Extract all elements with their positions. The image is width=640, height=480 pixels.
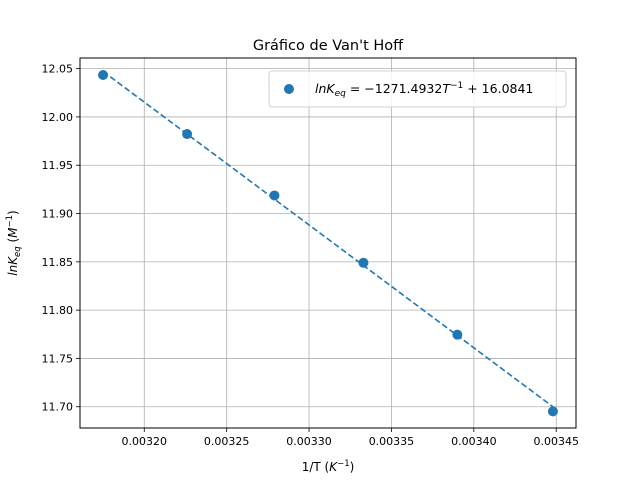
fit-line-group bbox=[102, 70, 554, 408]
legend-label: lnKeq = −1271.4932T−1 + 16.0841 bbox=[315, 81, 533, 99]
chart-title: Gráfico de Van't Hoff bbox=[253, 38, 404, 54]
grid-lines bbox=[80, 58, 576, 428]
fit-line bbox=[102, 70, 554, 408]
x-tick-label: 0.00320 bbox=[122, 435, 168, 448]
data-points bbox=[98, 70, 558, 417]
data-point bbox=[358, 257, 369, 268]
data-point bbox=[452, 329, 463, 340]
plot-frame bbox=[79, 57, 577, 429]
x-tick-label: 0.00330 bbox=[286, 435, 332, 448]
y-tick-label: 11.75 bbox=[42, 352, 74, 365]
x-tick-label: 0.00325 bbox=[204, 435, 250, 448]
y-tick-label: 12.05 bbox=[42, 63, 74, 76]
x-axis-ticks: 0.00320 0.00325 0.00330 0.00335 0.00340 0.003… bbox=[122, 428, 579, 448]
x-tick-label: 0.00345 bbox=[533, 435, 579, 448]
y-axis-ticks: 11.70 11.75 11.80 11.85 11.90 11.95 12.00 12.05 bbox=[42, 63, 80, 414]
y-tick-label: 11.80 bbox=[42, 304, 74, 317]
y-tick-label: 12.00 bbox=[42, 111, 74, 124]
legend-box bbox=[268, 70, 567, 108]
data-point bbox=[547, 406, 558, 417]
legend: lnKeq = −1271.4932T−1 + 16.0841 bbox=[268, 70, 567, 108]
y-axis-label: lnKeq (M−1) bbox=[5, 210, 23, 276]
y-tick-label: 11.95 bbox=[42, 159, 74, 172]
x-tick-label: 0.00340 bbox=[451, 435, 497, 448]
legend-marker bbox=[284, 84, 294, 94]
data-point bbox=[98, 70, 109, 81]
data-point bbox=[269, 190, 280, 201]
y-tick-label: 11.70 bbox=[42, 401, 74, 414]
data-point bbox=[182, 129, 193, 140]
x-axis-label: 1/T (K−1) bbox=[302, 459, 355, 474]
y-tick-label: 11.90 bbox=[42, 208, 74, 221]
y-tick-label: 11.85 bbox=[42, 256, 74, 269]
x-tick-label: 0.00335 bbox=[369, 435, 415, 448]
